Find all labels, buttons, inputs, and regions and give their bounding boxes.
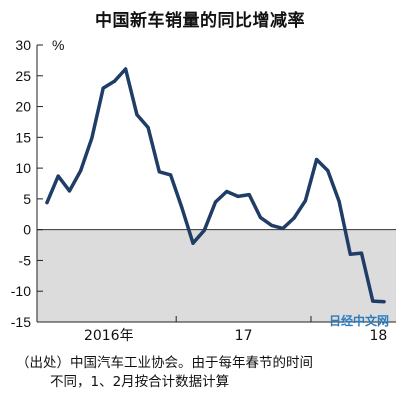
data-point [292, 216, 296, 220]
note-line-1: （出处）中国汽车工业协会。由于每年春节的时间 [16, 355, 313, 371]
y-tick-label: 30 [15, 37, 31, 53]
axis [36, 45, 396, 323]
data-point [168, 173, 173, 177]
y-axis-ticks: 30 25 20 15 10 5 0 -5 -10 -15 [11, 37, 43, 330]
data-point [270, 223, 274, 227]
y-tick-label: 10 [15, 160, 31, 176]
note-line-2: 不同，1、2月按合计数据计算 [50, 374, 230, 390]
y-tick-label: -5 [19, 252, 32, 268]
watermark-logo: 日经中文网 [329, 313, 389, 328]
y-tick-label: -10 [11, 283, 31, 299]
y-tick-label: -15 [11, 314, 31, 330]
chart-title: 中国新车销量的同比增减率 [95, 11, 305, 31]
data-point [225, 189, 229, 194]
data-point [112, 79, 116, 83]
data-point [281, 226, 285, 231]
data-point [67, 189, 72, 193]
data-point [247, 192, 251, 197]
y-tick-label: 15 [15, 129, 31, 145]
unit-label: % [52, 37, 64, 53]
data-point [371, 299, 375, 303]
data-point [146, 125, 150, 130]
y-tick-label: 5 [23, 191, 31, 207]
data-point [90, 136, 94, 140]
data-point [191, 241, 195, 245]
data-point [79, 168, 83, 173]
y-tick-label: 0 [23, 222, 31, 238]
data-point [157, 170, 161, 174]
data-point [180, 205, 184, 210]
data-point [258, 215, 263, 219]
data-point [124, 67, 128, 71]
negative-region-shading [37, 229, 396, 322]
y-tick-label: 20 [15, 99, 31, 115]
negative-region-rect [37, 229, 396, 322]
data-point [202, 228, 206, 232]
x-tick-label: 18 [369, 328, 387, 344]
x-tick-label: 2016年 [84, 328, 134, 344]
data-point [303, 199, 307, 203]
data-point [348, 252, 352, 256]
data-point [382, 300, 386, 304]
series-layer [45, 67, 386, 304]
source-notes: （出处）中国汽车工业协会。由于每年春节的时间 不同，1、2月按合计数据计算 [16, 354, 396, 392]
data-point [359, 251, 364, 255]
data-point [213, 200, 218, 204]
data-point [337, 199, 341, 203]
data-point [56, 174, 60, 178]
data-point [315, 157, 319, 162]
y-tick-label: 25 [15, 68, 31, 84]
data-point [326, 168, 330, 173]
data-point [236, 194, 240, 199]
x-axis-ticks: 2016年 17 18 [84, 316, 387, 344]
data-point [45, 200, 49, 205]
data-point [101, 86, 105, 90]
x-tick-label: 17 [235, 328, 253, 344]
data-point [135, 112, 139, 117]
